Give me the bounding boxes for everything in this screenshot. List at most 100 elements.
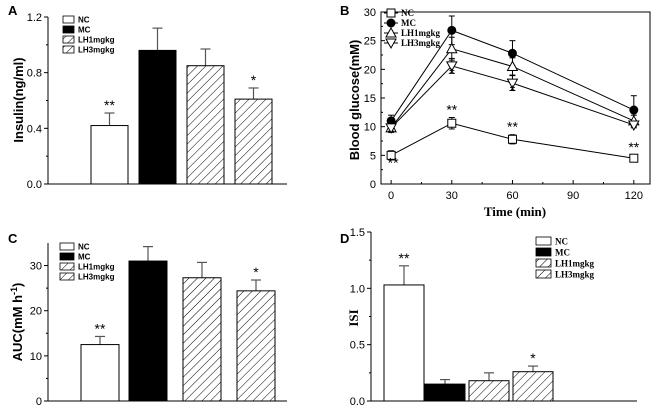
significance-NC-120: ** [628,139,639,155]
point-LH3mgkg-30 [445,61,458,72]
bar-LH1mgkg [182,277,222,402]
legend-label-LH1mgkg: LH1mgkg [78,36,115,45]
significance-LH3mgkg-60: * [510,82,516,98]
significance-LH3mgkg-30: * [449,65,455,81]
significance-NC-0: ** [388,154,399,170]
bar-LH3mgkg [234,98,273,185]
point-MC-120 [629,105,639,115]
panel-label-d: D [340,231,349,246]
y-tick-label: 10 [30,351,42,363]
y-axis-label-c-main: AUC(mM h [10,295,25,361]
bar-LH3mgkg [236,290,276,402]
legend-swatch-NC [59,242,75,251]
y-tick-label: 0 [370,179,376,191]
y-axis-label-b: Blood glucose(mM) [347,40,362,161]
significance-NC: ** [104,97,115,113]
x-tick-label: 90 [567,190,579,202]
plot-d: 0.00.51.01.5*** [350,227,637,408]
point-LH1mgkg-30 [445,42,458,54]
panel-label-b: B [340,3,349,18]
y-tick-label: 5 [370,150,376,162]
panel-label-a: A [8,3,18,18]
significance-LH3mgkg: * [251,72,257,88]
panel-a: A Insulin(ng/ml) 0.00.40.81.2*** NCMCLH1… [8,3,287,191]
point-NC-0 [386,150,396,160]
bar-LH3mgkg [512,371,554,402]
bar-NC [90,125,129,185]
point-NC-30 [447,118,457,128]
y-tick-label: 10 [364,122,376,134]
series-NC: ** ** ** ** [386,101,640,170]
significance-NC: ** [95,320,106,336]
y-tick-label: 20 [364,64,376,76]
y-tick-label: 20 [30,306,42,318]
legend-swatch-LH3mgkg [59,272,75,281]
legend-marker-MC [386,18,396,28]
legend-label-NC: NC [401,8,414,18]
legend-label-NC: NC [78,16,90,25]
y-tick-label: 0.8 [27,68,42,80]
legend-label-LH3mgkg: LH3mgkg [555,270,595,280]
y-tick-label: 0.0 [350,396,365,408]
significance-NC: ** [399,250,410,266]
y-axis-label-c-close: ) [10,283,25,287]
x-axis-label-b: Time (min) [484,204,546,219]
point-LH1mgkg-60 [506,60,519,71]
series-MC [386,15,639,128]
x-tick-label: 0 [388,190,394,202]
plot-a: 0.00.40.81.2*** [27,12,287,191]
significance-NC-60: ** [507,119,518,135]
bar-MC [138,49,177,185]
significance-NC-30: ** [446,101,457,117]
legend-swatch-MC [62,25,75,34]
legend-label-LH3mgkg: LH3mgkg [401,38,441,48]
y-axis-label-d: ISI [346,309,361,326]
y-axis-label-c: AUC(mM h-1) [9,283,25,362]
legend-marker-LH3mgkg [385,38,397,50]
legend-swatch-LH1mgkg [59,262,75,271]
legend-marker-LH1mgkg [385,26,397,38]
legend-marker-NC [386,8,396,18]
point-MC-60 [507,48,517,58]
y-tick-label: 15 [364,93,376,105]
series-line-NC [390,122,634,159]
point-LH3mgkg-120 [627,120,640,131]
y-axis-label-a: Insulin(ng/ml) [11,57,26,142]
point-LH3mgkg-60 [506,78,519,90]
point-MC-30 [447,25,457,35]
series-line-LH3mgkg [390,65,634,129]
legend-label-LH1mgkg: LH1mgkg [78,263,115,272]
x-tick-label: 120 [625,190,643,202]
legend-swatch-LH3mgkg [535,269,552,279]
y-tick-label: 0.5 [350,340,365,352]
significance-LH3mgkg: * [253,264,259,280]
legend-swatch-NC [62,15,75,24]
legend-swatch-MC [535,247,552,257]
legend-swatch-LH1mgkg [535,258,552,268]
legend-label-NC: NC [78,243,90,252]
x-tick-label: 60 [506,190,518,202]
series-LH3mgkg: ** [385,57,640,134]
legend-label-LH3mgkg: LH3mgkg [78,273,115,282]
y-tick-label: 1.2 [27,12,42,24]
legend-label-LH1mgkg: LH1mgkg [401,28,441,38]
legend-swatch-NC [535,236,552,246]
legend-label-NC: NC [555,237,568,247]
bar-LH1mgkg [186,65,225,185]
legend-label-MC: MC [401,18,416,28]
y-tick-label: 0.0 [27,179,42,191]
legend-swatch-LH1mgkg [62,35,75,44]
legend-label-MC: MC [78,26,91,35]
panel-label-c: C [8,231,18,246]
significance-LH3mgkg: * [530,350,536,366]
point-LH3mgkg-0 [385,123,397,134]
legend-swatch-LH3mgkg [62,45,75,54]
point-NC-120 [629,153,639,163]
